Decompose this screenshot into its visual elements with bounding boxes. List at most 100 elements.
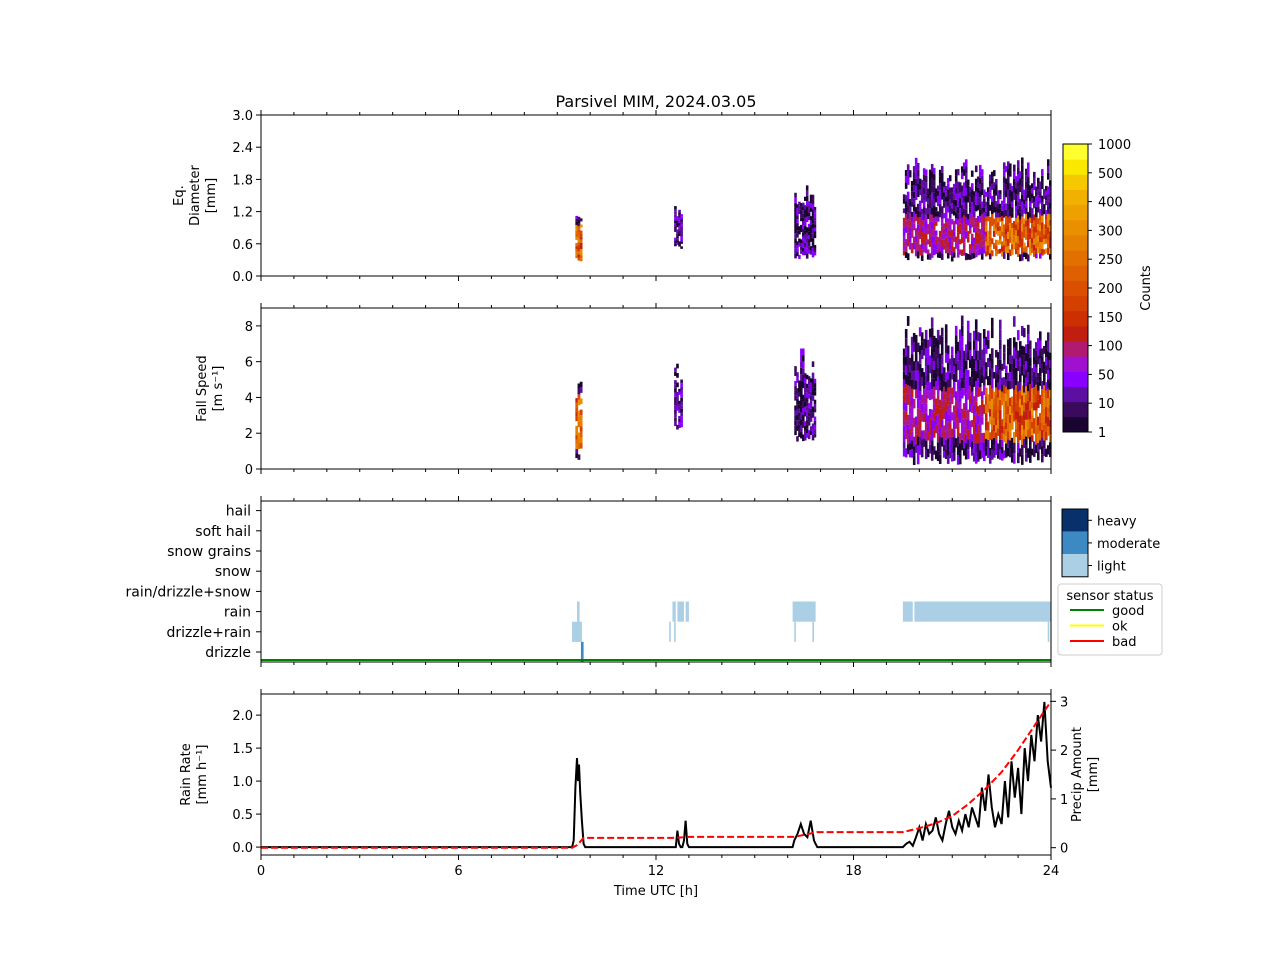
heatmap-cell — [1032, 363, 1036, 372]
heatmap-cell — [1044, 340, 1048, 349]
heatmap-cell — [962, 235, 966, 243]
heatmap-cell — [988, 361, 992, 370]
heatmap-cell — [962, 162, 966, 170]
heatmap-cell — [960, 198, 964, 205]
heatmap-cell — [794, 197, 797, 203]
heatmap-cell — [936, 432, 940, 443]
heatmap-cell — [1032, 244, 1036, 251]
heatmap-cell — [916, 454, 920, 465]
heatmap-cell — [1016, 187, 1020, 195]
heatmap-cell — [974, 244, 978, 251]
heatmap-cell — [950, 197, 954, 204]
heatmap-cell — [958, 339, 962, 351]
y-tick-label: 2.0 — [232, 709, 253, 724]
heatmap-cell — [1032, 387, 1036, 395]
heatmap-cell — [1044, 390, 1048, 399]
heatmap-cell — [950, 346, 954, 355]
heatmap-cell — [1022, 328, 1026, 338]
y-tick-label: 4 — [245, 391, 253, 406]
heatmap-cell — [805, 392, 809, 398]
heatmap-cell — [1028, 401, 1032, 411]
heatmap-cell — [794, 253, 797, 259]
heatmap-cell — [968, 376, 972, 386]
heatmap-cell — [928, 221, 932, 228]
heatmap-cell — [1046, 445, 1050, 455]
heatmap-cell — [1020, 172, 1024, 180]
heatmap-cell — [982, 451, 986, 462]
heatmap-cell — [809, 250, 813, 255]
heatmap-cell — [984, 191, 988, 197]
heatmap-cell — [926, 348, 930, 357]
heatmap-cell — [1018, 423, 1022, 432]
heatmap-cell — [796, 436, 799, 442]
heatmap-cell — [798, 400, 801, 405]
heatmap-cell — [674, 388, 677, 393]
heatmap-cell — [579, 242, 583, 246]
heatmap-cell — [798, 420, 801, 425]
heatmap-cell — [994, 179, 998, 185]
heatmap-cell — [1008, 189, 1012, 197]
heatmap-cell — [916, 162, 920, 170]
heatmap-cell — [902, 241, 906, 247]
heatmap-cell — [674, 226, 677, 230]
heatmap-cell — [908, 443, 912, 451]
heatmap-cell — [968, 192, 972, 198]
heatmap-cell — [1036, 247, 1040, 254]
heatmap-cell — [976, 227, 980, 233]
heatmap-cell — [1030, 248, 1034, 254]
heatmap-cell — [1014, 248, 1018, 255]
heatmap-cell — [1038, 394, 1042, 405]
heatmap-cell — [914, 443, 918, 453]
heatmap-cell — [946, 345, 950, 354]
heatmap-cell — [1046, 398, 1050, 408]
heatmap-cell — [906, 253, 910, 261]
heatmap-cell — [802, 206, 805, 211]
heatmap-cell — [930, 163, 934, 172]
heatmap-cell — [924, 348, 928, 358]
heatmap-cell — [805, 211, 809, 217]
heatmap-cell — [1046, 241, 1050, 248]
heatmap-cell — [946, 252, 950, 259]
heatmap-cell — [932, 378, 936, 387]
heatmap-cell — [986, 245, 990, 251]
heatmap-cell — [1034, 384, 1038, 394]
heatmap-cell — [908, 386, 912, 394]
heatmap-cell — [948, 429, 952, 437]
heatmap-cell — [940, 192, 944, 200]
heatmap-cell — [1048, 375, 1052, 383]
heatmap-cell — [952, 199, 956, 205]
heatmap-cell — [1006, 431, 1010, 440]
heatmap-cell — [1006, 339, 1010, 348]
heatmap-cell — [974, 422, 978, 433]
heatmap-cell — [1040, 235, 1044, 243]
heatmap-cell — [794, 223, 797, 229]
intensity-legend-frame — [1061, 508, 1089, 578]
heatmap-cell — [950, 412, 954, 421]
heatmap-cell — [932, 395, 936, 404]
heatmap-cell — [968, 385, 972, 395]
heatmap-cell — [964, 216, 968, 225]
heatmap-cell — [974, 204, 978, 212]
heatmap-cell — [1000, 453, 1004, 461]
heatmap-cell — [1046, 332, 1050, 342]
heatmap-cell — [1048, 202, 1052, 209]
heatmap-cell — [976, 232, 980, 239]
heatmap-cell — [1004, 372, 1008, 380]
heatmap-cell — [809, 408, 813, 414]
heatmap-cell — [906, 191, 910, 199]
sensor-status-legend-label: good — [1112, 604, 1144, 619]
heatmap-cell — [976, 387, 980, 397]
heatmap-cell — [1016, 350, 1020, 361]
heatmap-cell — [1040, 413, 1044, 422]
heatmap-cell — [1028, 249, 1032, 256]
heatmap-cell — [994, 212, 998, 218]
heatmap-cell — [946, 201, 950, 207]
heatmap-cell — [922, 397, 926, 406]
heatmap-cell — [984, 216, 988, 222]
heatmap-cell — [938, 244, 942, 252]
heatmap-cell — [996, 240, 1000, 245]
heatmap-cell — [932, 446, 936, 455]
heatmap-cell — [936, 247, 940, 253]
heatmap-cell — [968, 202, 972, 208]
heatmap-cell — [996, 443, 1000, 452]
